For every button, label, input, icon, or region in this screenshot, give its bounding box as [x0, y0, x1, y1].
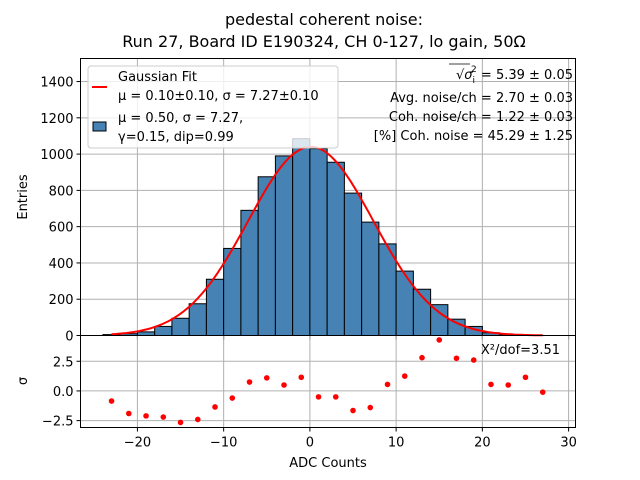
noise-statistics: √σi2 = 5.39 ± 0.05 Avg. noise/ch = 2.70 …	[374, 63, 573, 144]
stat-sigma-i-value: = 5.39 ± 0.05	[477, 68, 573, 83]
histogram-bar	[223, 247, 242, 336]
y-axis-label-sigma: σ	[16, 377, 31, 385]
histogram-ticks: 0 200 400 600 800 1000 1200 1400	[40, 76, 570, 345]
histogram-y-tick-label: 1400	[40, 76, 73, 91]
histogram-bar	[205, 278, 225, 337]
residual-point	[332, 394, 339, 400]
stat-sigma-i: √σi2 = 5.39 ± 0.05	[456, 65, 573, 86]
residual-axes-frame	[80, 335, 576, 428]
residual-point	[436, 337, 443, 343]
chart-title-line-2: Run 27, Board ID E190324, CH 0-127, lo g…	[122, 32, 526, 51]
residual-y-tick-label: −2.5	[42, 415, 74, 430]
residual-point	[160, 414, 167, 420]
gaussian-fit-line	[111, 145, 543, 337]
residual-point	[419, 354, 425, 361]
residual-x-tick-label: 0	[306, 436, 314, 451]
legend: Gaussian Fit μ = 0.10±0.10, σ = 7.27±0.1…	[87, 65, 339, 149]
residual-point	[315, 394, 322, 400]
histogram-bar	[447, 318, 466, 336]
histogram-bar	[343, 192, 363, 336]
residual-y-tick-label: 2.5	[53, 355, 74, 370]
residual-point	[125, 410, 132, 417]
sigma-superscript: 2	[471, 65, 477, 75]
sqrt-symbol: √	[456, 68, 465, 83]
histogram-bar	[257, 176, 276, 336]
sigma-subscript: i	[473, 76, 476, 86]
residual-x-tick-label: 30	[560, 436, 577, 451]
chi2-annotation: X²/dof=3.51	[481, 343, 560, 358]
histogram-bar	[326, 161, 345, 336]
x-axis-label: ADC Counts	[289, 456, 367, 471]
stat-coh-noise-percent: [%] Coh. noise = 45.29 ± 1.25	[374, 129, 573, 144]
y-axis-label-entries: Entries	[16, 174, 31, 220]
residual-point	[522, 374, 529, 381]
histogram-bar	[430, 304, 449, 336]
residual-point	[470, 357, 477, 363]
residual-point	[350, 407, 356, 414]
residual-point	[281, 382, 287, 388]
residual-point	[108, 398, 115, 404]
histogram-y-tick-label: 600	[49, 221, 74, 236]
residual-point	[367, 404, 374, 411]
legend-hist-params-1: μ = 0.50, σ = 7.27,	[118, 111, 243, 126]
residual-x-tick-label: −20	[124, 436, 151, 451]
residual-point	[263, 375, 270, 381]
residual-x-tick-label: 10	[388, 436, 405, 451]
residual-point	[194, 416, 201, 423]
histogram-bars	[102, 138, 518, 337]
residual-point	[539, 389, 546, 395]
histogram-bar	[292, 138, 311, 336]
residual-point	[401, 373, 408, 379]
residual-point	[229, 395, 236, 401]
residual-point	[246, 379, 253, 385]
residual-point	[505, 382, 512, 388]
histogram-bar	[395, 270, 414, 336]
histogram-bar	[274, 155, 294, 336]
residual-grid	[80, 335, 576, 428]
histogram-bar	[309, 148, 328, 336]
histogram-y-tick-label: 0	[65, 330, 73, 345]
legend-box	[87, 65, 339, 149]
residual-point	[143, 413, 149, 419]
histogram-bar	[171, 317, 190, 337]
sigma-symbol: σ	[464, 68, 473, 83]
legend-histogram-patch-icon	[92, 121, 107, 132]
residual-point	[177, 419, 184, 426]
histogram-y-tick-label: 400	[49, 257, 74, 272]
residual-point	[384, 381, 391, 388]
legend-fit-params: μ = 0.10±0.10, σ = 7.27±0.10	[118, 89, 319, 104]
histogram-y-tick-label: 1200	[40, 112, 73, 127]
chart-title-line-1: pedestal coherent noise:	[224, 10, 424, 29]
residual-point	[488, 381, 494, 388]
histogram-y-tick-label: 200	[49, 293, 74, 308]
residual-x-tick-label: −10	[210, 436, 237, 451]
residual-point	[212, 404, 218, 410]
histogram-bar	[154, 325, 173, 337]
histogram-y-tick-label: 1000	[40, 148, 73, 163]
stat-avg-noise: Avg. noise/ch = 2.70 ± 0.03	[390, 91, 573, 106]
residual-point	[298, 374, 305, 381]
histogram-bar	[136, 331, 156, 337]
legend-hist-params-2: γ=0.15, dip=0.99	[118, 130, 234, 145]
histogram-bar	[188, 303, 207, 337]
residual-y-tick-label: 0.0	[53, 385, 74, 400]
residual-point	[453, 355, 460, 362]
stat-coh-noise: Coh. noise/ch = 1.22 ± 0.03	[389, 110, 573, 125]
residual-points	[108, 337, 546, 426]
residual-x-tick-label: 20	[474, 436, 491, 451]
legend-fit-label: Gaussian Fit	[118, 70, 197, 85]
histogram-y-tick-label: 800	[49, 184, 74, 199]
histogram-bar	[361, 221, 380, 336]
residual-ticks: −20 −10 0 10 20 30 −2.5 0.0 2.5	[42, 355, 577, 450]
